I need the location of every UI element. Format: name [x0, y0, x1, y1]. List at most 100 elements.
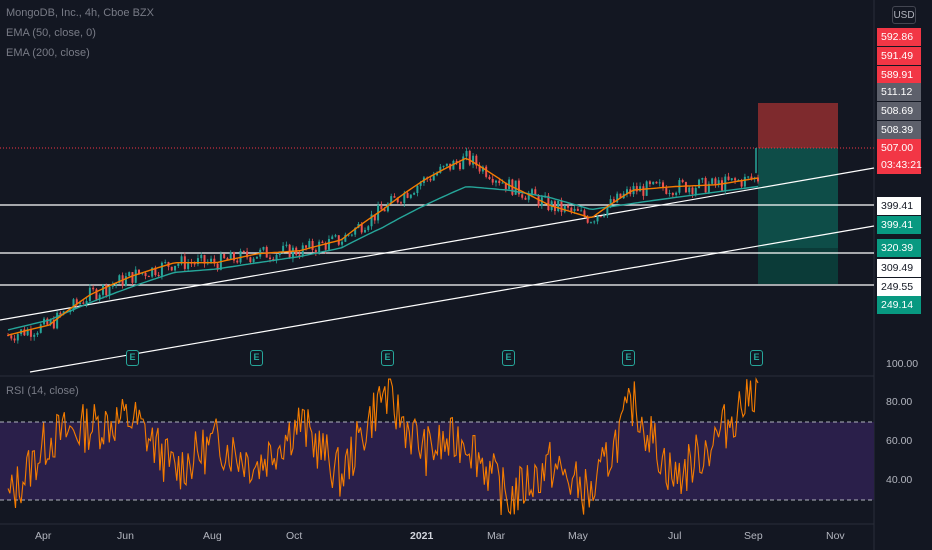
candle-body — [16, 334, 19, 341]
candle-body — [354, 227, 357, 235]
candle-body — [226, 258, 229, 260]
candle-body — [360, 224, 363, 233]
candle-body — [406, 192, 409, 198]
candle-body — [187, 262, 190, 269]
candle-body — [272, 258, 275, 261]
candle-body — [409, 194, 412, 198]
ema50-line — [7, 157, 759, 336]
candle-body — [501, 182, 504, 184]
ema200-legend[interactable]: EMA (200, close) — [6, 47, 90, 59]
candle-body — [720, 180, 723, 191]
price-candles — [7, 147, 759, 344]
candle-body — [147, 276, 150, 278]
symbol-legend[interactable]: MongoDB, Inc., 4h, Cboe BZX — [6, 7, 154, 19]
earnings-icon[interactable]: E — [381, 350, 394, 366]
candle-body — [472, 155, 475, 165]
candle-body — [612, 199, 615, 203]
take-profit-zone-extended[interactable] — [758, 248, 838, 284]
candle-body — [134, 269, 137, 283]
candle-body — [79, 302, 82, 305]
candle-body — [118, 275, 121, 284]
candle-body — [144, 272, 147, 277]
candle-body — [318, 241, 321, 253]
candle-body — [662, 182, 665, 188]
earnings-icon[interactable]: E — [502, 350, 515, 366]
candle-body — [177, 263, 180, 266]
candle-body — [655, 181, 658, 184]
candle-body — [534, 189, 537, 196]
currency-badge[interactable]: USD — [892, 6, 916, 24]
candle-body — [341, 241, 344, 245]
candle-body — [439, 166, 442, 173]
candle-body — [164, 262, 167, 264]
candle-body — [396, 197, 399, 203]
ema200-line — [7, 185, 759, 331]
time-axis-tick: Apr — [35, 530, 52, 542]
candle-body — [275, 254, 278, 261]
candle-body — [717, 180, 720, 185]
candle-body — [291, 247, 294, 259]
candle-body — [386, 203, 389, 212]
rsi-legend[interactable]: RSI (14, close) — [6, 385, 79, 397]
candle-body — [236, 260, 239, 263]
candle-body — [92, 287, 95, 290]
candle-body — [49, 319, 52, 325]
candle-body — [229, 252, 232, 260]
candle-body — [85, 300, 88, 304]
earnings-icon[interactable]: E — [126, 350, 139, 366]
candle-body — [498, 180, 501, 183]
candle-body — [714, 178, 717, 185]
candle-body — [455, 160, 458, 163]
candle-body — [609, 199, 612, 207]
candle-body — [367, 226, 370, 231]
candle-body — [429, 178, 432, 181]
candle-body — [160, 262, 163, 276]
candle-body — [131, 272, 134, 283]
candle-body — [115, 283, 118, 286]
candle-body — [727, 176, 730, 180]
candle-body — [327, 239, 330, 250]
candle-body — [547, 195, 550, 211]
price-label: 592.86 — [877, 28, 921, 46]
price-label: 508.69 — [877, 102, 921, 120]
candle-body — [56, 312, 59, 329]
candle-body — [432, 175, 435, 181]
candle-body — [468, 150, 471, 165]
candle-body — [413, 192, 416, 195]
candle-body — [652, 181, 655, 185]
candle-body — [494, 180, 497, 183]
candle-body — [216, 263, 219, 270]
candle-body — [174, 265, 177, 271]
earnings-icon[interactable]: E — [622, 350, 635, 366]
candle-body — [46, 318, 49, 325]
candle-body — [111, 285, 114, 287]
candle-body — [616, 193, 619, 203]
candle-body — [363, 230, 366, 233]
time-axis-tick: Aug — [203, 530, 222, 542]
candle-body — [298, 254, 301, 257]
stop-loss-zone[interactable] — [758, 103, 838, 148]
price-label: 249.55 — [877, 278, 921, 296]
candle-body — [750, 176, 753, 179]
candle-body — [642, 186, 645, 196]
ema50-legend[interactable]: EMA (50, close, 0) — [6, 27, 96, 39]
candle-body — [249, 257, 252, 263]
candle-body — [740, 180, 743, 187]
candle-body — [681, 180, 684, 183]
time-axis-tick: 2021 — [410, 530, 434, 542]
channel-upper-line[interactable] — [0, 167, 875, 321]
candle-body — [416, 185, 419, 193]
earnings-icon[interactable]: E — [250, 350, 263, 366]
candle-body — [743, 176, 746, 187]
time-axis-tick: Oct — [286, 530, 303, 542]
candle-body — [400, 202, 403, 204]
candle-body — [26, 329, 29, 336]
candle-body — [347, 234, 350, 236]
candle-body — [344, 234, 347, 242]
candle-body — [698, 179, 701, 188]
take-profit-zone[interactable] — [758, 148, 838, 248]
candle-body — [481, 166, 484, 172]
channel-lower-line[interactable] — [29, 225, 875, 373]
earnings-icon[interactable]: E — [750, 350, 763, 366]
